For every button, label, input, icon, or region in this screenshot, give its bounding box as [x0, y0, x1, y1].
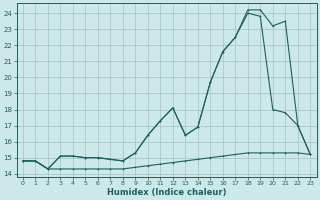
X-axis label: Humidex (Indice chaleur): Humidex (Indice chaleur)	[107, 188, 226, 197]
